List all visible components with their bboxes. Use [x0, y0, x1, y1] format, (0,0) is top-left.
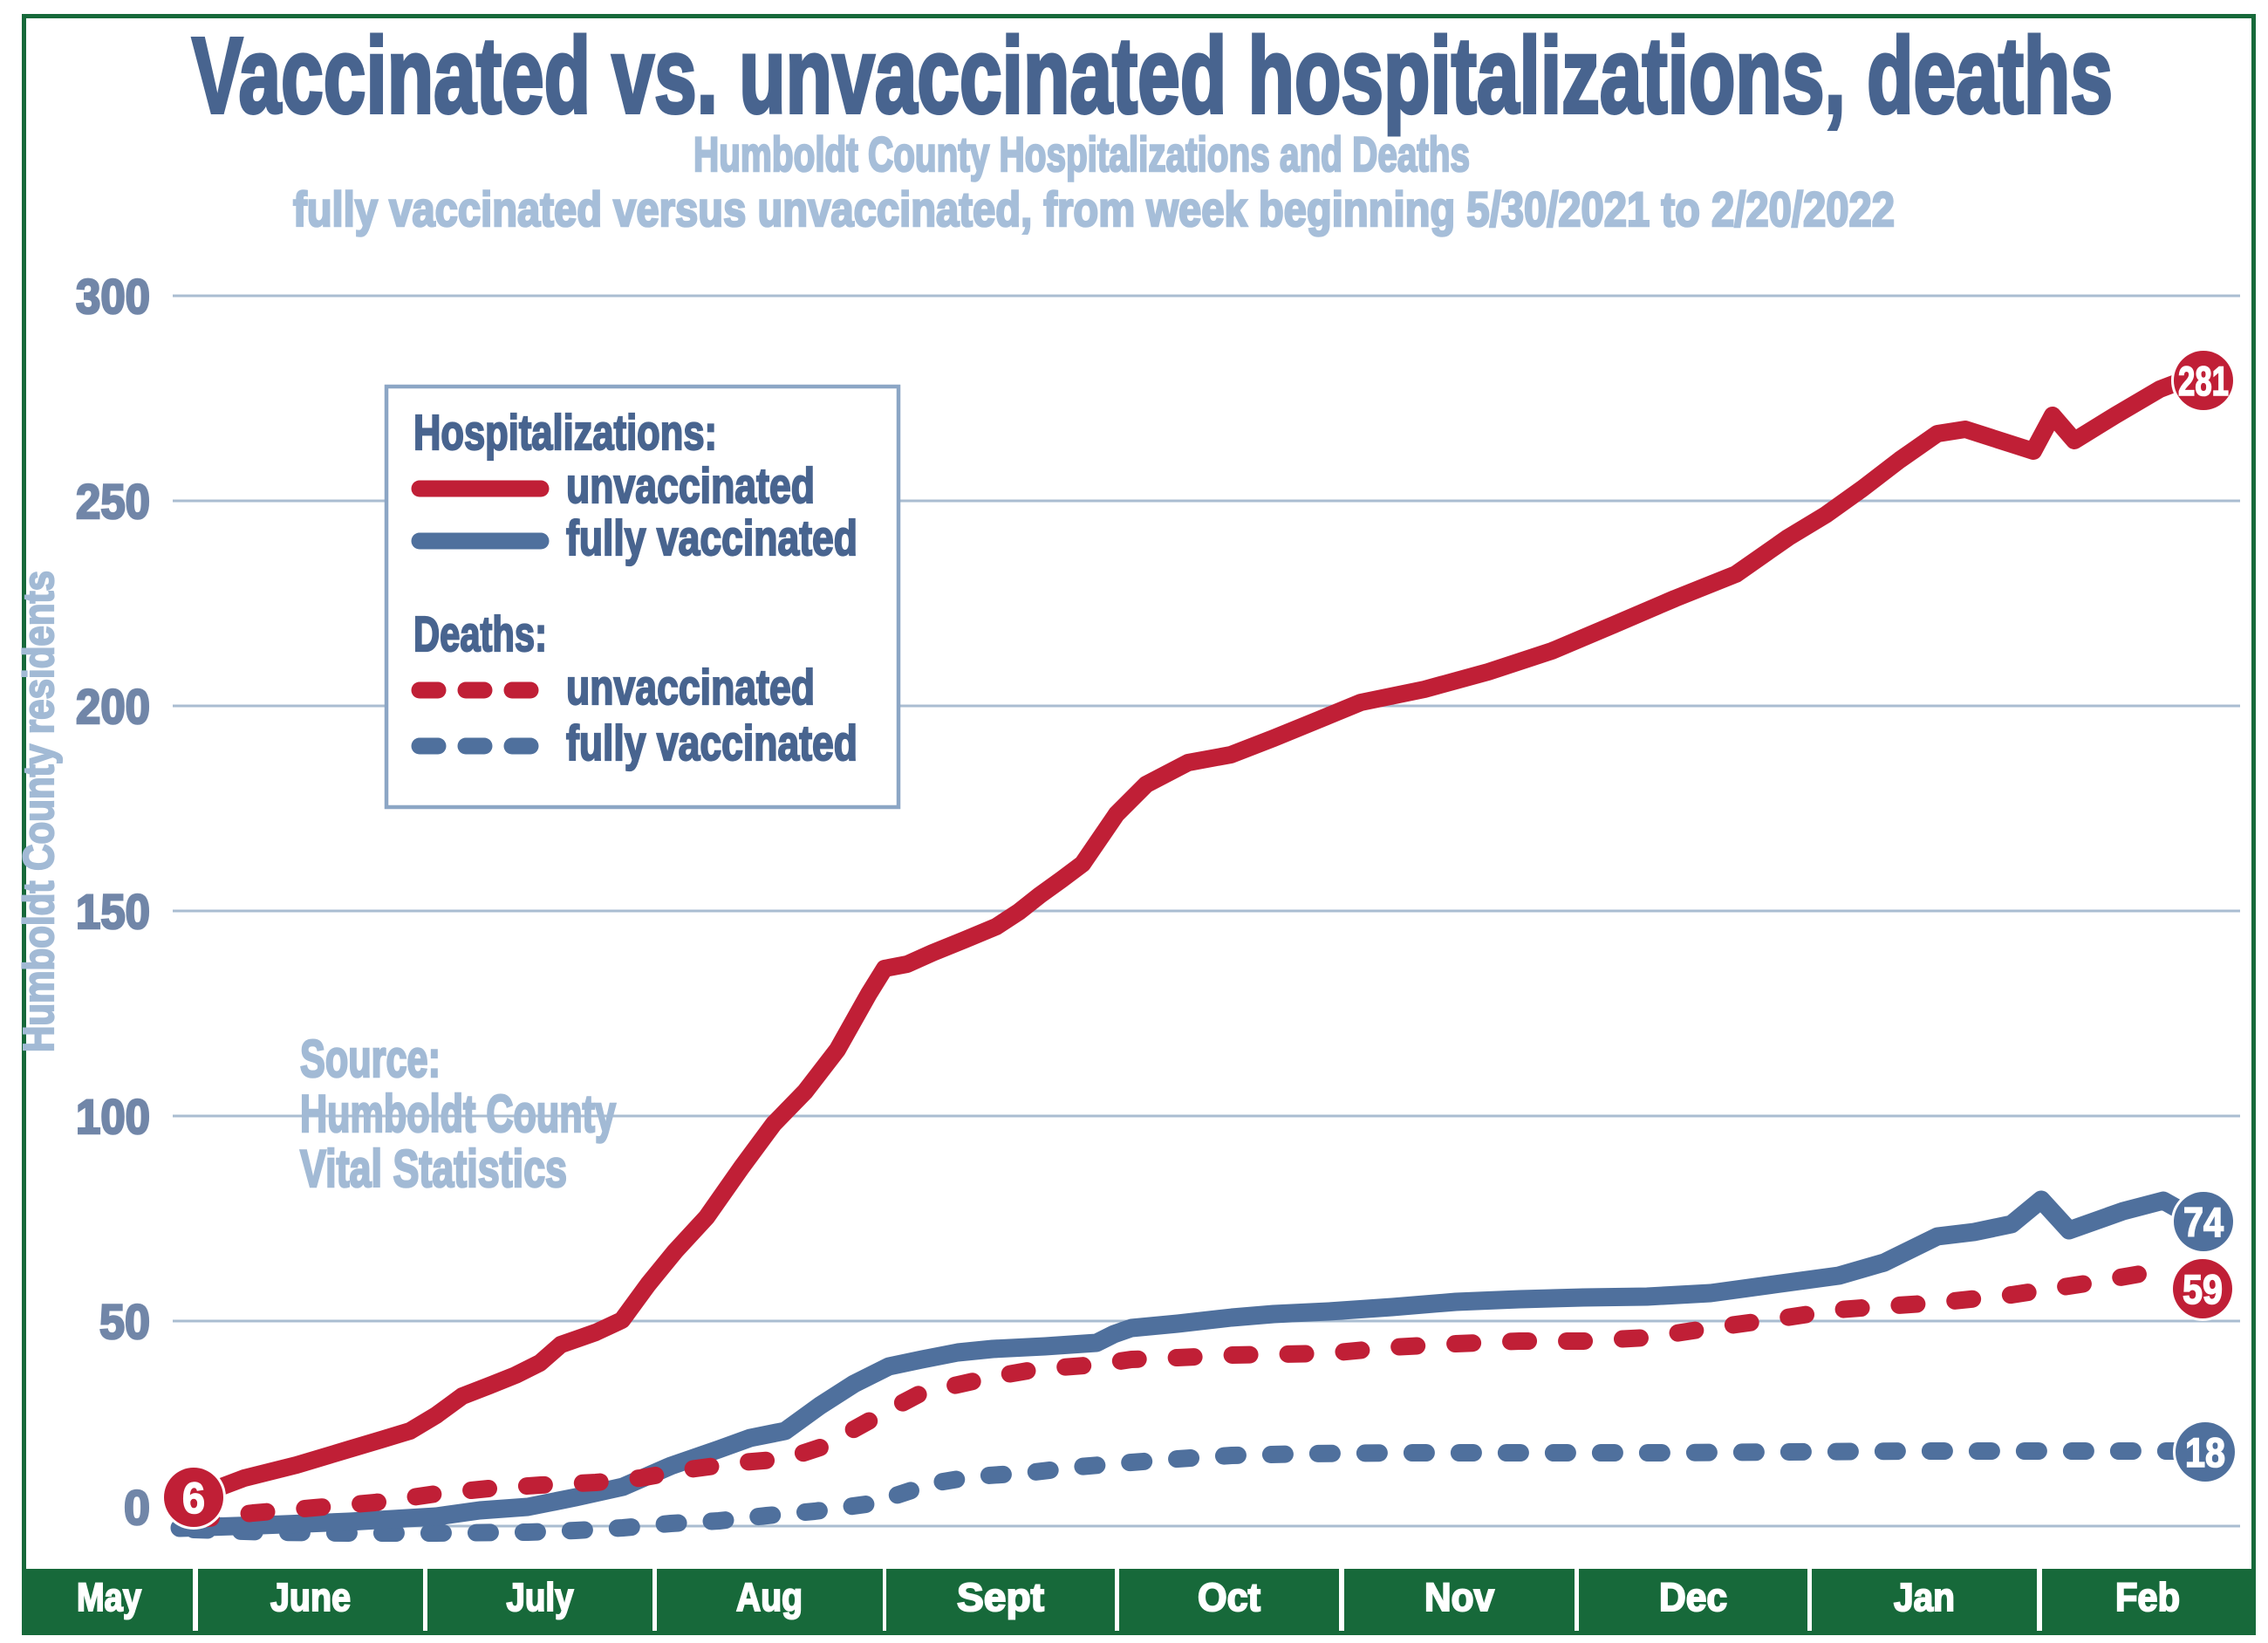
svg-text:fully vaccinated: fully vaccinated — [566, 510, 857, 566]
svg-text:Vital Statistics: Vital Statistics — [300, 1140, 567, 1198]
svg-text:6: 6 — [182, 1474, 205, 1523]
svg-text:200: 200 — [76, 679, 150, 734]
svg-text:50: 50 — [99, 1294, 150, 1349]
svg-text:250: 250 — [76, 474, 150, 529]
svg-text:Humboldt County: Humboldt County — [300, 1085, 616, 1143]
svg-text:300: 300 — [76, 269, 150, 324]
svg-text:May: May — [77, 1575, 141, 1619]
svg-text:unvaccinated: unvaccinated — [566, 458, 815, 514]
svg-text:0: 0 — [124, 1480, 150, 1535]
svg-text:fully vaccinated versus unvacc: fully vaccinated versus unvaccinated, fr… — [293, 181, 1895, 236]
svg-text:Hospitalizations:: Hospitalizations: — [413, 405, 717, 461]
svg-text:100: 100 — [76, 1089, 150, 1144]
svg-text:Deaths:: Deaths: — [413, 606, 547, 662]
svg-text:unvaccinated: unvaccinated — [566, 660, 815, 715]
svg-text:Source:: Source: — [300, 1030, 441, 1088]
svg-text:18: 18 — [2185, 1429, 2225, 1475]
svg-text:July: July — [507, 1575, 574, 1619]
svg-text:Humboldt County residents: Humboldt County residents — [16, 571, 63, 1052]
svg-text:Oct: Oct — [1198, 1575, 1260, 1619]
svg-text:Sept: Sept — [957, 1575, 1044, 1619]
svg-text:Aug: Aug — [736, 1575, 803, 1619]
svg-text:June: June — [270, 1575, 351, 1619]
svg-text:Nov: Nov — [1424, 1575, 1494, 1619]
svg-text:Dec: Dec — [1659, 1575, 1727, 1619]
svg-text:Feb: Feb — [2115, 1575, 2180, 1619]
svg-text:Vaccinated vs. unvaccinated ho: Vaccinated vs. unvaccinated hospitalizat… — [192, 17, 2113, 136]
svg-text:59: 59 — [2183, 1266, 2223, 1312]
svg-text:Jan: Jan — [1894, 1575, 1955, 1619]
svg-text:74: 74 — [2183, 1199, 2224, 1245]
svg-text:150: 150 — [76, 884, 150, 939]
svg-text:Humboldt County Hospitalizatio: Humboldt County Hospitalizations and Dea… — [693, 127, 1470, 181]
svg-text:fully vaccinated: fully vaccinated — [566, 715, 857, 771]
svg-text:281: 281 — [2178, 358, 2229, 404]
